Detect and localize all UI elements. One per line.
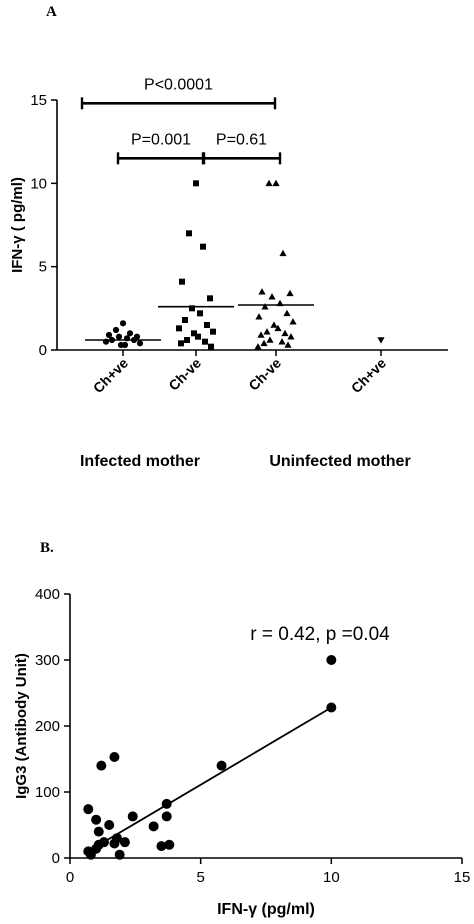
panel-b-x-tick-label: 15 bbox=[454, 869, 471, 886]
data-point bbox=[278, 338, 286, 345]
panel-a-y-axis-label: IFN-γ ( pg/ml) bbox=[9, 177, 26, 273]
data-point bbox=[109, 838, 120, 849]
p-value-label: P<0.0001 bbox=[144, 76, 213, 93]
data-point bbox=[200, 243, 206, 250]
data-point bbox=[109, 752, 120, 763]
p-value-label: P=0.001 bbox=[131, 131, 191, 148]
data-point bbox=[197, 310, 203, 317]
data-point bbox=[255, 313, 263, 320]
data-point bbox=[261, 303, 269, 310]
panel-b-x-axis-label: IFN-γ (pg/ml) bbox=[217, 901, 315, 918]
data-point bbox=[210, 328, 216, 335]
data-point bbox=[279, 249, 287, 257]
data-point bbox=[161, 798, 172, 809]
data-point bbox=[257, 331, 265, 338]
panel-a-label: A bbox=[46, 4, 57, 20]
panel-a-y-tick-label: 10 bbox=[30, 175, 47, 192]
data-point bbox=[283, 309, 291, 317]
data-point bbox=[121, 341, 129, 349]
data-point bbox=[189, 305, 195, 312]
data-point bbox=[91, 814, 102, 825]
data-point bbox=[258, 288, 266, 295]
panel-b-x-tick-label: 10 bbox=[323, 869, 340, 886]
panel-b-y-tick-label: 200 bbox=[35, 718, 60, 735]
data-point bbox=[208, 343, 214, 350]
panel-b-y-tick-label: 300 bbox=[35, 652, 60, 669]
data-point bbox=[263, 328, 271, 335]
data-point bbox=[176, 325, 182, 332]
data-point bbox=[112, 326, 120, 334]
correlation-annotation: r = 0.42, p =0.04 bbox=[250, 624, 390, 645]
panel-b-chart: IgG3 (Antibody Unit) IFN-γ (pg/ml) r = 0… bbox=[13, 586, 470, 918]
panel-a-chart: IFN-γ ( pg/ml) Infected mother Uninfecte… bbox=[9, 76, 448, 470]
data-point bbox=[96, 760, 107, 771]
category-label: Ch-ve bbox=[245, 355, 284, 394]
panel-a-y-tick-label: 5 bbox=[39, 259, 47, 276]
data-point bbox=[178, 340, 184, 347]
regression-line bbox=[85, 706, 332, 854]
data-point bbox=[202, 338, 208, 345]
data-point bbox=[115, 333, 123, 340]
data-point bbox=[274, 324, 282, 332]
data-point bbox=[85, 849, 96, 860]
data-point bbox=[104, 820, 115, 830]
data-point bbox=[326, 655, 337, 665]
data-point bbox=[126, 330, 134, 337]
panel-a-y-tick-label: 15 bbox=[30, 92, 47, 109]
category-label: Ch+ve bbox=[90, 355, 131, 396]
data-point bbox=[114, 849, 125, 860]
panel-b-y-axis-label: IgG3 (Antibody Unit) bbox=[13, 653, 30, 799]
panel-b-y-tick-label: 0 bbox=[52, 850, 60, 867]
data-point bbox=[119, 320, 127, 327]
group-label-uninfected: Uninfected mother bbox=[269, 453, 410, 470]
panel-b-y-tick-label: 400 bbox=[35, 586, 60, 603]
data-point bbox=[268, 293, 276, 300]
data-point bbox=[281, 329, 289, 337]
data-point bbox=[289, 318, 297, 325]
data-point bbox=[265, 179, 273, 187]
data-point bbox=[377, 337, 385, 344]
data-point bbox=[164, 839, 175, 850]
p-value-label: P=0.61 bbox=[216, 131, 267, 148]
data-point bbox=[119, 837, 130, 848]
data-point bbox=[284, 341, 292, 348]
category-label: Ch+ve bbox=[348, 355, 389, 396]
category-label: Ch-ve bbox=[165, 355, 204, 394]
data-point bbox=[287, 333, 295, 340]
data-point bbox=[260, 339, 268, 347]
group-label-infected: Infected mother bbox=[80, 453, 200, 470]
data-point bbox=[93, 826, 104, 837]
data-point bbox=[326, 702, 337, 713]
panel-b-x-tick-label: 0 bbox=[66, 869, 74, 886]
data-point bbox=[207, 295, 213, 302]
data-point bbox=[270, 321, 278, 328]
data-point bbox=[83, 804, 94, 815]
data-point bbox=[182, 317, 188, 323]
data-point bbox=[272, 179, 280, 187]
data-point bbox=[148, 821, 159, 832]
data-point bbox=[191, 330, 197, 337]
panel-b-label: B. bbox=[40, 540, 54, 556]
panel-a-y-tick-label: 0 bbox=[39, 342, 47, 359]
data-point bbox=[179, 278, 185, 285]
data-point bbox=[204, 322, 210, 328]
data-point bbox=[216, 760, 227, 771]
data-point bbox=[195, 333, 201, 340]
panel-b-y-tick-label: 100 bbox=[35, 784, 60, 801]
data-point bbox=[193, 180, 199, 187]
data-point bbox=[186, 230, 192, 237]
data-point bbox=[254, 343, 262, 350]
data-point bbox=[266, 336, 274, 343]
panel-b-x-tick-label: 5 bbox=[196, 869, 204, 886]
data-point bbox=[127, 811, 138, 822]
data-point bbox=[184, 337, 190, 343]
data-point bbox=[286, 289, 294, 297]
data-point bbox=[161, 811, 172, 822]
data-point bbox=[136, 340, 144, 347]
data-point bbox=[156, 841, 167, 852]
data-point bbox=[105, 331, 113, 339]
